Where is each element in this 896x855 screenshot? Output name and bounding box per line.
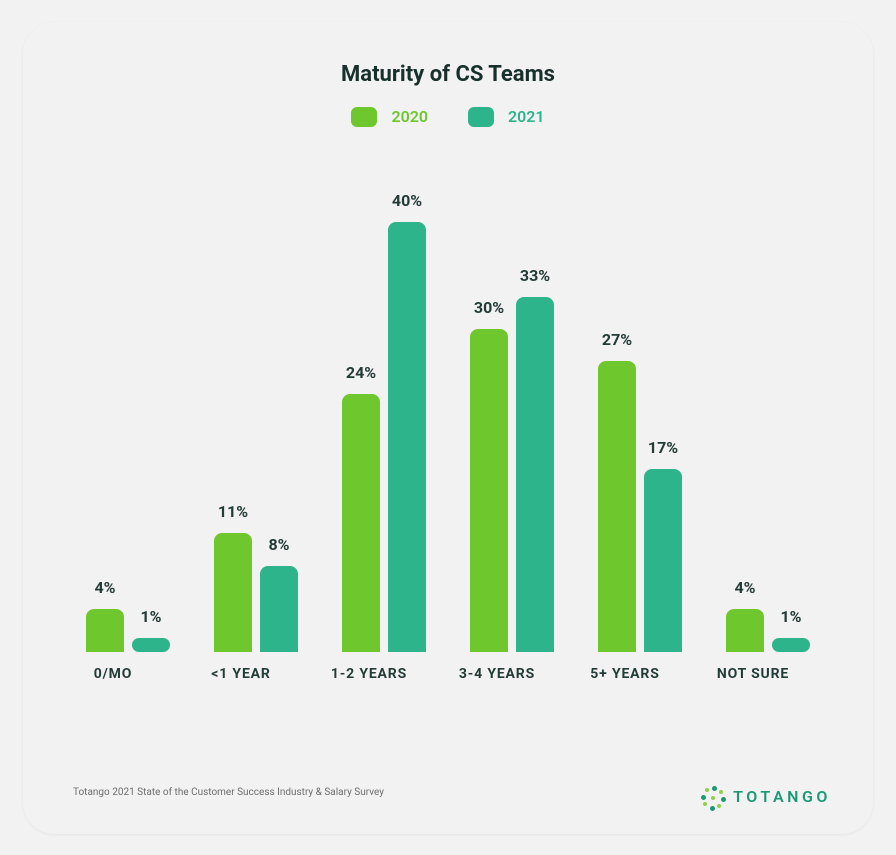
bar-value-label: 30% <box>474 298 504 317</box>
chart-legend: 2020 2021 <box>23 107 873 128</box>
bar-2021: 1% <box>772 638 810 652</box>
bar-2021: 17% <box>644 469 682 652</box>
bar-value-label: 11% <box>218 502 248 521</box>
bar-2020: 24% <box>342 394 380 652</box>
footnote-text: Totango 2021 State of the Customer Succe… <box>73 787 384 798</box>
legend-swatch-2021 <box>468 107 494 127</box>
category-label: 3-4 YEARS <box>427 666 567 682</box>
bar-value-label: 8% <box>268 535 289 554</box>
bar-group: 27%17%5+ YEARS <box>585 361 695 651</box>
bar-value-label: 17% <box>648 438 678 457</box>
legend-swatch-2020 <box>351 107 377 127</box>
bar-2021: 33% <box>516 297 554 652</box>
bar-value-label: 1% <box>780 607 801 626</box>
bar-value-label: 27% <box>602 330 632 349</box>
bar-2020: 11% <box>214 533 252 651</box>
bar-2020: 4% <box>726 609 764 652</box>
bar-2021: 8% <box>260 566 298 652</box>
bar-value-label: 40% <box>392 191 422 210</box>
brand-logo: TOTANGO <box>701 786 831 808</box>
bar-value-label: 4% <box>94 578 115 597</box>
category-label: NOT SURE <box>683 666 823 682</box>
bar-2021: 40% <box>388 222 426 652</box>
bar-value-label: 1% <box>140 607 161 626</box>
brand-mark-icon <box>701 786 723 808</box>
bar-group: 11%8%<1 YEAR <box>201 533 311 651</box>
bar-2020: 27% <box>598 361 636 651</box>
legend-item-2020: 2020 <box>351 107 428 128</box>
legend-label-2021: 2021 <box>508 107 545 126</box>
brand-name: TOTANGO <box>733 787 831 806</box>
bar-group: 4%1%NOT SURE <box>713 609 823 652</box>
category-label: 0/MO <box>43 666 183 682</box>
bar-2021: 1% <box>132 638 170 652</box>
chart-plot-area: 4%1%0/MO11%8%<1 YEAR24%40%1-2 YEARS30%33… <box>73 222 823 702</box>
chart-card: Maturity of CS Teams 2020 2021 4% 1% 0/MO 1… <box>23 22 873 834</box>
category-label: 5+ YEARS <box>555 666 695 682</box>
bar-2020: 4% <box>86 609 124 652</box>
legend-item-2021: 2021 <box>468 107 545 128</box>
bar-group: 4%1%0/MO <box>73 609 183 652</box>
bar-group: 30%33%3-4 YEARS <box>457 297 567 652</box>
bar-value-label: 24% <box>346 363 376 382</box>
chart-title: Maturity of CS Teams <box>23 62 873 87</box>
bar-value-label: 4% <box>734 578 755 597</box>
bar-value-label: 33% <box>520 266 550 285</box>
category-label: 1-2 YEARS <box>299 666 439 682</box>
bar-group: 24%40%1-2 YEARS <box>329 222 439 652</box>
category-label: <1 YEAR <box>171 666 311 682</box>
bar-2020: 30% <box>470 329 508 652</box>
legend-label-2020: 2020 <box>391 107 428 126</box>
